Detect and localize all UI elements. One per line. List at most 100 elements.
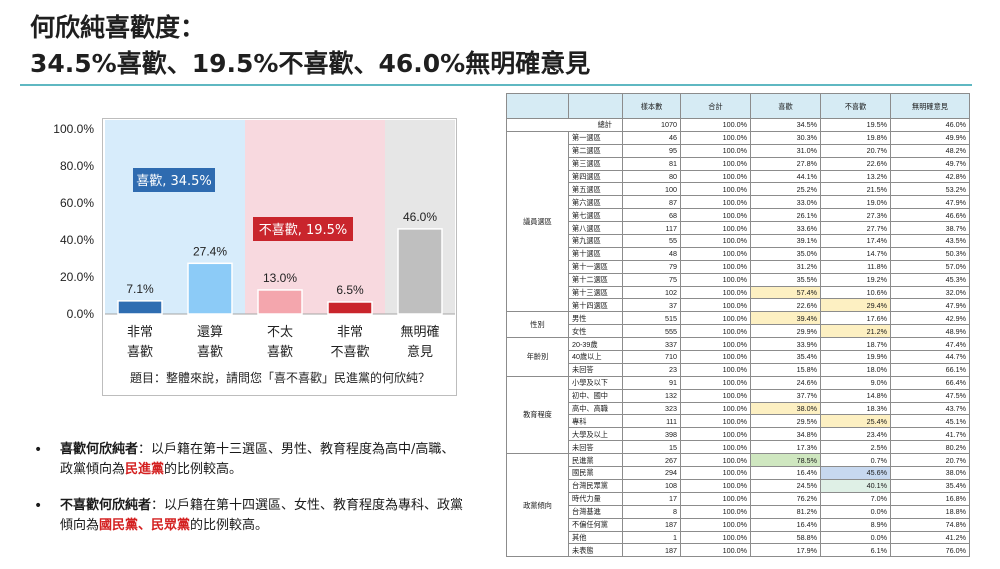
table-cell: 45.1% <box>890 414 970 429</box>
row-label: 第十一選區 <box>568 259 623 274</box>
table-cell: 55 <box>622 234 681 248</box>
table-cell: 48.2% <box>890 143 970 158</box>
table-cell: 44.7% <box>890 350 970 364</box>
table-cell: 42.8% <box>890 169 970 184</box>
y-tick-label: 20.0% <box>60 270 94 284</box>
table-cell: 76.0% <box>890 543 970 558</box>
table-cell: 24.6% <box>750 375 821 390</box>
table-cell: 100.0% <box>680 221 751 236</box>
row-label: 時代力量 <box>568 491 623 506</box>
table-cell: 7.0% <box>820 491 891 506</box>
table-cell: 0.0% <box>820 504 891 519</box>
table-cell: 49.7% <box>890 156 970 171</box>
x-tick-label: 還算 <box>197 325 223 340</box>
table-cell: 100.0% <box>680 259 751 274</box>
table-header-row: 樣本數 合計 喜歡 不喜歡 無明確意見 <box>506 93 970 119</box>
table-cell: 100.0% <box>680 350 751 364</box>
table-cell: 100.0% <box>680 130 751 145</box>
table-cell: 47.4% <box>890 337 970 352</box>
table-cell: 78.5% <box>750 453 821 468</box>
table-cell: 100.0% <box>680 440 751 455</box>
header-dislike: 不喜歡 <box>820 93 891 119</box>
finding-like: • 喜歡何欣純者：以戶籍在第十三選區、男性、教育程度為高中/高職、政黨傾向為民進… <box>34 440 464 480</box>
table-cell: 57.0% <box>890 259 970 274</box>
row-label: 台灣民眾黨 <box>568 478 623 493</box>
bullet-dot-icon: • <box>34 442 43 458</box>
row-label: 第二選區 <box>568 143 623 158</box>
table-cell: 16.4% <box>750 517 821 532</box>
y-tick-label: 0.0% <box>67 307 95 321</box>
table-row: 第十選區 48 100.0% 35.0% 14.7% 50.3% <box>507 246 970 261</box>
table-cell: 100.0% <box>680 478 751 493</box>
group-label: 不喜歡, 19.5% <box>259 223 348 238</box>
group-label-box <box>133 168 215 192</box>
title-divider <box>20 84 972 86</box>
row-label: 國民黨 <box>568 466 623 480</box>
row-label: 台灣基進 <box>568 504 623 519</box>
finding-like-tail: 的比例較高。 <box>164 462 243 477</box>
table-cell: 100.0% <box>680 337 751 352</box>
group-label: 喜歡, 34.5% <box>136 174 212 189</box>
findings-list: • 喜歡何欣純者：以戶籍在第十三選區、男性、教育程度為高中/高職、政黨傾向為民進… <box>34 440 464 552</box>
table-row: 高中、高職 323 100.0% 38.0% 18.3% 43.7% <box>507 401 970 416</box>
group-label: 教育程度 <box>506 375 569 455</box>
row-label: 未表態 <box>568 543 623 558</box>
table-row: 時代力量 17 100.0% 76.2% 7.0% 16.8% <box>507 491 970 506</box>
y-tick-label: 60.0% <box>60 196 94 210</box>
table-cell: 43.7% <box>890 401 970 416</box>
table-cell: 57.4% <box>750 285 821 300</box>
table-cell: 515 <box>622 311 681 326</box>
table-row-total: 總計 1070 100.0% 34.5% 19.5% 46.0% <box>506 118 970 132</box>
header-like: 喜歡 <box>750 93 821 119</box>
row-label: 第一選區 <box>568 130 623 145</box>
table-cell: 31.0% <box>750 143 821 158</box>
table-cell: 74.8% <box>890 517 970 532</box>
row-label: 不偏任何黨 <box>568 517 623 532</box>
group-label: 年齡別 <box>506 337 569 377</box>
table-cell: 17.4% <box>820 234 891 248</box>
table-cell: 2.5% <box>820 440 891 455</box>
table-cell: 27.8% <box>750 156 821 171</box>
table-row: 專科 111 100.0% 29.5% 25.4% 45.1% <box>507 414 970 429</box>
table-row: 第六選區 87 100.0% 33.0% 19.0% 47.9% <box>507 195 970 210</box>
table-cell: 80.2% <box>890 440 970 455</box>
table-row: 第七選區 68 100.0% 26.1% 27.3% 46.6% <box>507 208 970 223</box>
row-label: 大學及以上 <box>568 427 623 442</box>
title-line-2: 34.5%喜歡、19.5%不喜歡、46.0%無明確意見 <box>30 49 591 78</box>
table-cell: 66.1% <box>890 362 970 377</box>
bar-value-label: 6.5% <box>336 283 364 297</box>
table-cell: 100.0% <box>680 246 751 261</box>
table-row: 教育程度 小學及以下 91 100.0% 24.6% 9.0% 66.4% <box>506 375 970 455</box>
row-label: 40歲以上 <box>568 350 623 364</box>
table-cell: 48 <box>622 246 681 261</box>
table-row: 第四選區 80 100.0% 44.1% 13.2% 42.8% <box>507 169 970 184</box>
table-cell: 22.6% <box>750 298 821 313</box>
table-cell: 11.8% <box>820 259 891 274</box>
table-cell: 37 <box>622 298 681 313</box>
table-cell: 100 <box>622 182 681 197</box>
finding-like-heading: 喜歡何欣純者 <box>60 442 139 457</box>
table-cell: 46.0% <box>890 118 970 132</box>
table-cell: 45.3% <box>890 272 970 287</box>
table-cell: 398 <box>622 427 681 442</box>
table-cell: 81 <box>622 156 681 171</box>
table-cell: 19.2% <box>820 272 891 287</box>
y-tick-label: 100.0% <box>53 122 94 136</box>
table-cell: 100.0% <box>680 427 751 442</box>
table-row: 政黨傾向 民進黨 267 100.0% 78.5% 0.7% 20.7% <box>506 453 970 558</box>
table-cell: 100.0% <box>680 375 751 390</box>
table-cell: 19.9% <box>820 350 891 364</box>
table-row: 第十二選區 75 100.0% 35.5% 19.2% 45.3% <box>507 272 970 287</box>
table-cell: 91 <box>622 375 681 390</box>
finding-like-party: 民進黨 <box>125 462 165 477</box>
group-label-box <box>253 217 353 241</box>
row-label: 未回答 <box>568 440 623 455</box>
x-tick-label: 非常 <box>127 325 153 340</box>
table-cell: 100.0% <box>680 298 751 313</box>
table-cell: 32.0% <box>890 285 970 300</box>
table-cell: 100.0% <box>680 362 751 377</box>
table-cell: 27.3% <box>820 208 891 223</box>
table-cell: 25.4% <box>820 414 891 429</box>
row-label: 女性 <box>568 324 623 339</box>
row-label: 第十三選區 <box>568 285 623 300</box>
